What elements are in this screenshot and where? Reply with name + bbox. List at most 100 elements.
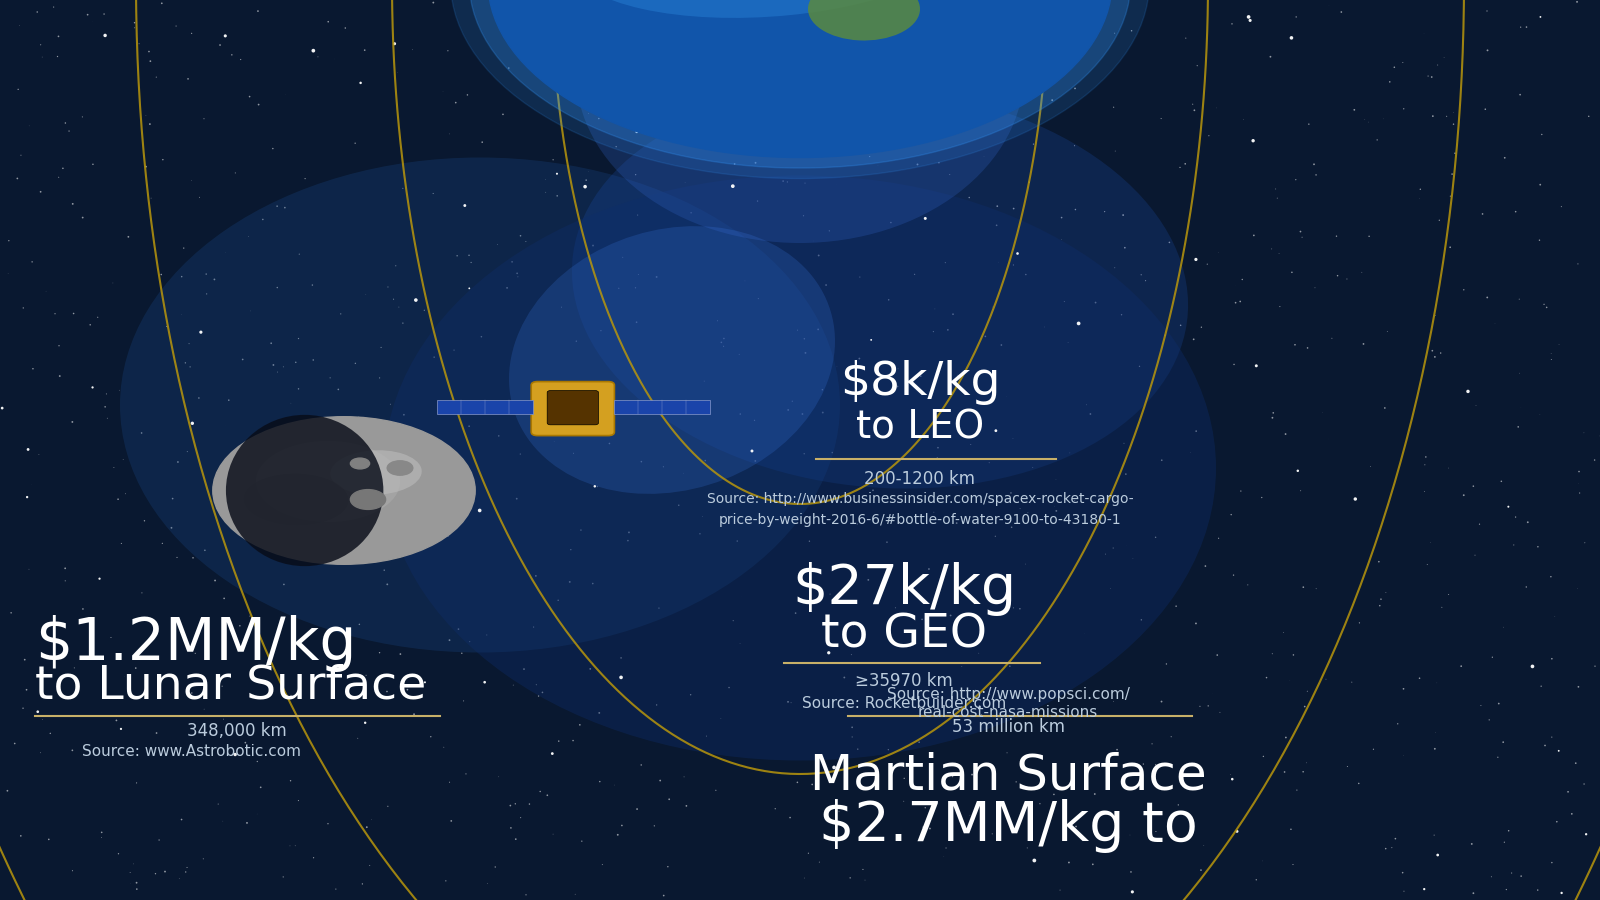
Point (46, 369, 72, 383)
Point (1005, 247, 1030, 261)
Point (651, 460, 677, 474)
Point (325, 382, 350, 397)
Point (582, 479, 608, 493)
Point (1549, 886, 1574, 900)
Point (1573, 536, 1598, 550)
Point (1355, 115, 1381, 130)
Point (1066, 316, 1091, 330)
Point (693, 454, 718, 468)
Point (792, 176, 818, 190)
Point (827, 40, 853, 54)
Point (934, 323, 960, 338)
Point (1563, 756, 1589, 770)
Point (563, 334, 589, 348)
Point (486, 428, 512, 443)
Point (816, 223, 842, 238)
Point (589, 858, 614, 872)
Point (323, 882, 349, 896)
Point (568, 523, 594, 537)
Point (1496, 824, 1522, 838)
Point (1546, 338, 1571, 352)
Point (917, 562, 942, 576)
Point (205, 796, 230, 811)
Point (792, 871, 818, 886)
Point (878, 770, 904, 785)
Point (672, 176, 698, 190)
Point (310, 806, 336, 820)
Point (1163, 599, 1189, 614)
Point (779, 394, 805, 409)
Point (469, 135, 494, 149)
Point (507, 229, 533, 243)
Point (1131, 757, 1157, 771)
Point (248, 465, 274, 480)
Point (1451, 488, 1477, 502)
Point (1566, 476, 1592, 491)
Point (957, 0, 982, 12)
Point (949, 660, 974, 674)
Point (968, 707, 994, 722)
Point (1000, 600, 1026, 615)
Point (235, 230, 261, 244)
Point (368, 340, 394, 355)
Point (1448, 659, 1474, 673)
Point (1152, 328, 1178, 342)
Point (190, 851, 216, 866)
Point (98, 630, 123, 644)
Point (93, 400, 118, 414)
Point (792, 346, 818, 360)
Point (1461, 886, 1486, 900)
Point (1368, 592, 1394, 607)
Point (957, 808, 982, 823)
Point (390, 181, 416, 195)
Point (1467, 517, 1493, 531)
Point (1509, 868, 1534, 883)
Point (430, 740, 456, 754)
Point (1558, 806, 1584, 821)
Point (1264, 191, 1290, 205)
Point (589, 4, 614, 18)
Point (1019, 4, 1045, 18)
Point (757, 88, 782, 103)
Point (1571, 426, 1597, 440)
Point (826, 805, 851, 819)
Point (118, 877, 144, 891)
Point (1173, 31, 1198, 45)
Point (1139, 736, 1165, 751)
Point (1005, 405, 1030, 419)
Point (1102, 261, 1128, 275)
Point (958, 437, 984, 452)
Point (382, 258, 408, 273)
Point (846, 351, 872, 365)
Point (374, 577, 400, 591)
Ellipse shape (566, 0, 970, 18)
Point (150, 152, 176, 166)
Point (1203, 101, 1229, 115)
Point (933, 634, 958, 649)
Point (1291, 699, 1317, 714)
Point (912, 800, 938, 814)
Point (342, 136, 368, 150)
Point (435, 43, 461, 58)
Point (1424, 676, 1450, 690)
Point (1218, 508, 1243, 522)
Point (160, 491, 186, 506)
Point (5, 171, 30, 185)
Point (1413, 450, 1438, 464)
Point (909, 612, 934, 626)
Point (1296, 117, 1322, 131)
Point (499, 255, 525, 269)
Point (173, 356, 198, 370)
Point (1027, 796, 1053, 811)
Point (0, 606, 24, 620)
Point (315, 14, 341, 29)
Point (590, 420, 616, 435)
Point (400, 541, 426, 555)
Point (390, 408, 416, 422)
Point (262, 476, 288, 491)
Point (413, 675, 438, 689)
Point (610, 818, 635, 832)
Point (270, 869, 296, 884)
Point (827, 116, 853, 130)
Point (133, 159, 158, 174)
